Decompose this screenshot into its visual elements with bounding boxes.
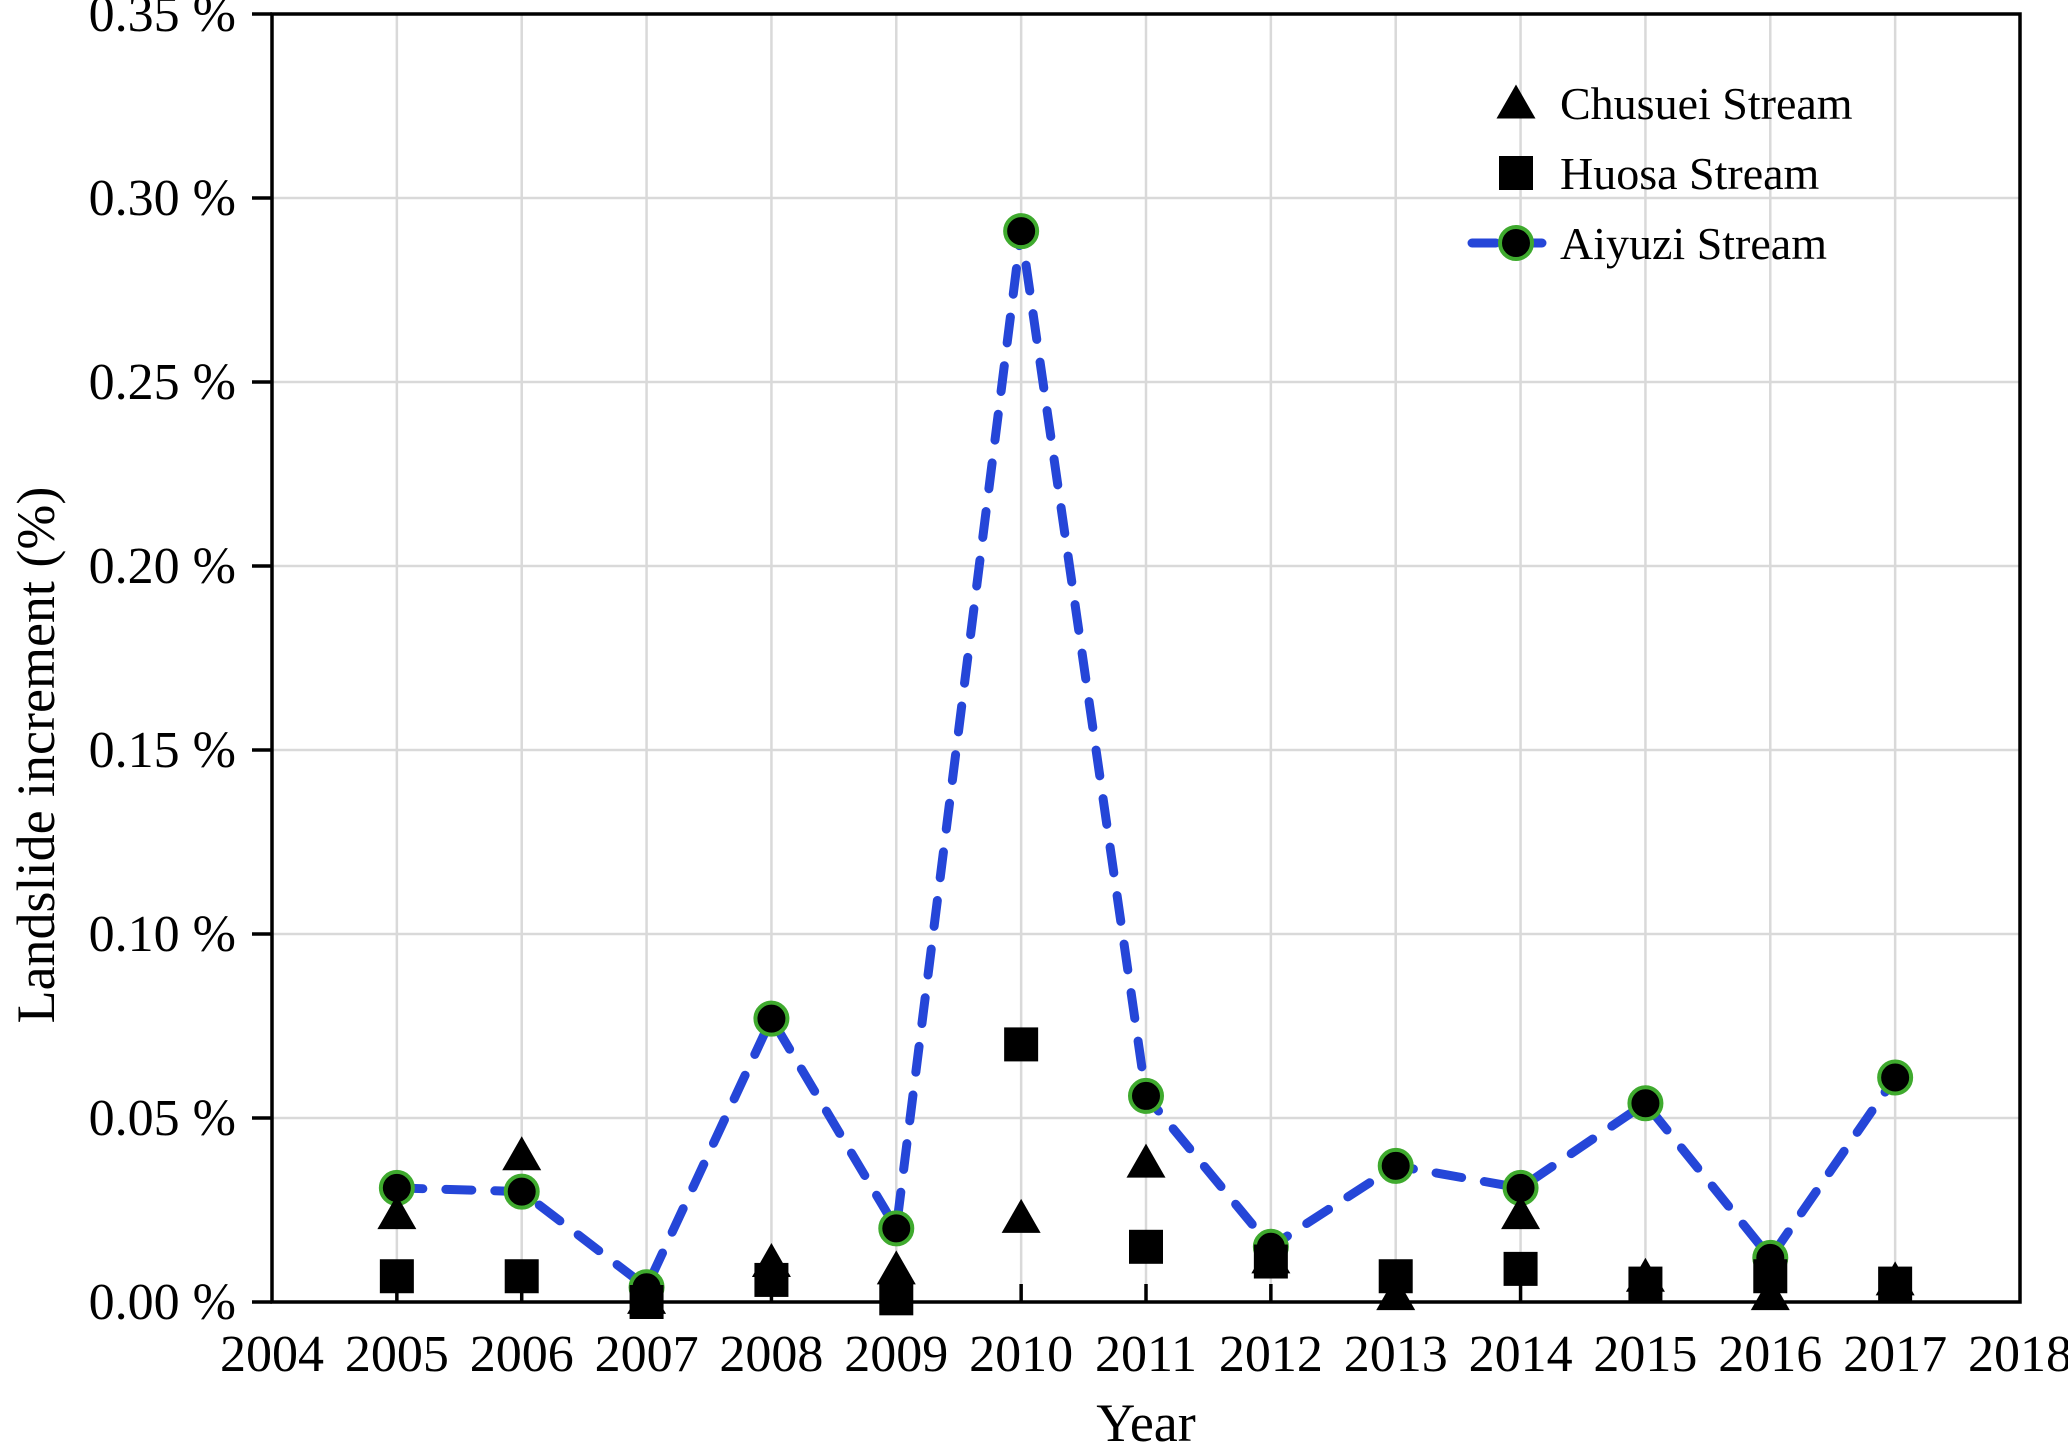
square-data-point xyxy=(879,1281,914,1316)
x-tick-label: 2015 xyxy=(1593,1326,1697,1383)
x-tick-label: 2004 xyxy=(220,1326,324,1383)
triangle-data-point xyxy=(1001,1198,1041,1233)
circle-data-point xyxy=(503,1173,540,1210)
x-tick-label: 2013 xyxy=(1344,1326,1448,1383)
circle-data-point xyxy=(1003,213,1040,250)
y-axis-title: Landslide increment (%) xyxy=(6,486,66,1024)
triangle-data-point xyxy=(1501,1195,1541,1230)
y-tick-label: 0.00 % xyxy=(89,1274,236,1331)
square-data-point xyxy=(504,1259,539,1294)
circle-data-point xyxy=(1498,225,1534,261)
square-data-point xyxy=(1878,1266,1913,1301)
y-tick-label: 0.25 % xyxy=(89,354,236,411)
square-data-point xyxy=(379,1259,414,1294)
x-tick-label: 2011 xyxy=(1095,1326,1197,1383)
x-tick-label: 2018 xyxy=(1968,1326,2068,1383)
y-tick-label: 0.15 % xyxy=(89,722,236,779)
square-data-point xyxy=(1004,1027,1039,1062)
x-axis-title: Year xyxy=(1096,1393,1196,1447)
y-tick-label: 0.35 % xyxy=(89,0,236,43)
legend-label: Chusuei Stream xyxy=(1560,77,1853,129)
triangle-data-point xyxy=(876,1250,916,1285)
x-tick-label: 2010 xyxy=(969,1326,1073,1383)
square-marker-icon xyxy=(1480,145,1552,201)
circle-marker-icon xyxy=(1467,215,1565,271)
circle-data-point xyxy=(1627,1085,1664,1122)
y-tick-label: 0.05 % xyxy=(89,1090,236,1147)
legend-label: Huosa Stream xyxy=(1560,147,1820,199)
square-data-point xyxy=(1253,1244,1288,1279)
circle-data-point xyxy=(1128,1077,1164,1114)
x-tick-label: 2017 xyxy=(1843,1326,1947,1383)
square-data-point xyxy=(1628,1266,1663,1301)
square-data-point xyxy=(1378,1259,1413,1294)
x-tick-label: 2005 xyxy=(345,1326,449,1383)
legend-item-chusuei-stream: Chusuei Stream xyxy=(1480,68,1853,138)
triangle-data-point xyxy=(1126,1143,1166,1178)
legend-item-huosa-stream: Huosa Stream xyxy=(1480,138,1853,208)
x-tick-label: 2007 xyxy=(595,1326,699,1383)
legend: Chusuei Stream Huosa Stream Aiyuzi Stream xyxy=(1467,68,1853,278)
triangle-data-point xyxy=(377,1195,417,1230)
legend-item-aiyuzi-stream: Aiyuzi Stream xyxy=(1467,208,1853,278)
square-data-point xyxy=(1503,1251,1538,1286)
x-tick-label: 2012 xyxy=(1219,1326,1323,1383)
y-tick-label: 0.10 % xyxy=(89,906,236,963)
circle-data-point xyxy=(1877,1059,1914,1096)
tick-labels: 2004 2005 2006 2007 2008 2009 2010 2011 2012 2013… xyxy=(89,0,2068,1383)
x-tick-label: 2016 xyxy=(1718,1326,1822,1383)
triangle-marker-icon xyxy=(1480,75,1552,131)
x-tick-label: 2008 xyxy=(719,1326,823,1383)
square-data-point xyxy=(754,1262,789,1297)
circle-data-point xyxy=(878,1210,915,1247)
y-tick-label: 0.30 % xyxy=(89,170,236,227)
series-huosa-stream xyxy=(379,1027,1913,1319)
square-data-point xyxy=(1129,1229,1163,1264)
y-tick-label: 0.20 % xyxy=(89,538,236,595)
triangle-data-point xyxy=(1496,84,1536,119)
square-data-point xyxy=(1753,1259,1788,1294)
x-tick-label: 2006 xyxy=(470,1326,574,1383)
circle-data-point xyxy=(1377,1147,1414,1184)
circle-data-point xyxy=(753,1000,790,1037)
triangle-data-point xyxy=(502,1136,542,1171)
square-data-point xyxy=(629,1285,664,1319)
legend-label: Aiyuzi Stream xyxy=(1560,217,1827,269)
x-tick-label: 2014 xyxy=(1469,1326,1573,1383)
square-data-point xyxy=(1499,156,1533,190)
x-tick-label: 2009 xyxy=(844,1326,948,1383)
